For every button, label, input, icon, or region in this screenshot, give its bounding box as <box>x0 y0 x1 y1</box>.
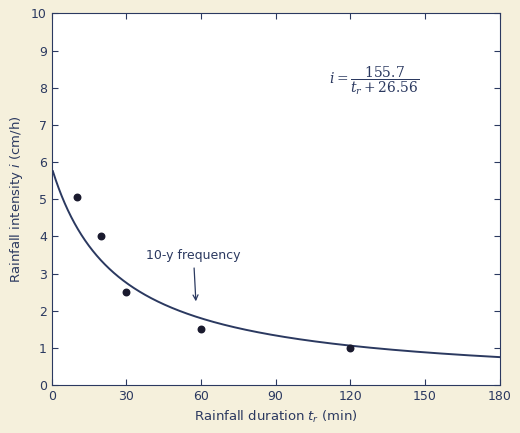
Point <box>122 289 131 296</box>
Text: 10-y frequency: 10-y frequency <box>146 249 241 300</box>
Point <box>197 326 205 333</box>
Y-axis label: Rainfall intensity $i$ (cm/h): Rainfall intensity $i$ (cm/h) <box>8 116 25 283</box>
Point <box>346 345 355 352</box>
Text: $i = \dfrac{155.7}{t_r + 26.56}$: $i = \dfrac{155.7}{t_r + 26.56}$ <box>330 64 420 97</box>
Point <box>72 194 81 201</box>
Point <box>97 233 106 240</box>
X-axis label: Rainfall duration $t_r$ (min): Rainfall duration $t_r$ (min) <box>194 409 357 425</box>
